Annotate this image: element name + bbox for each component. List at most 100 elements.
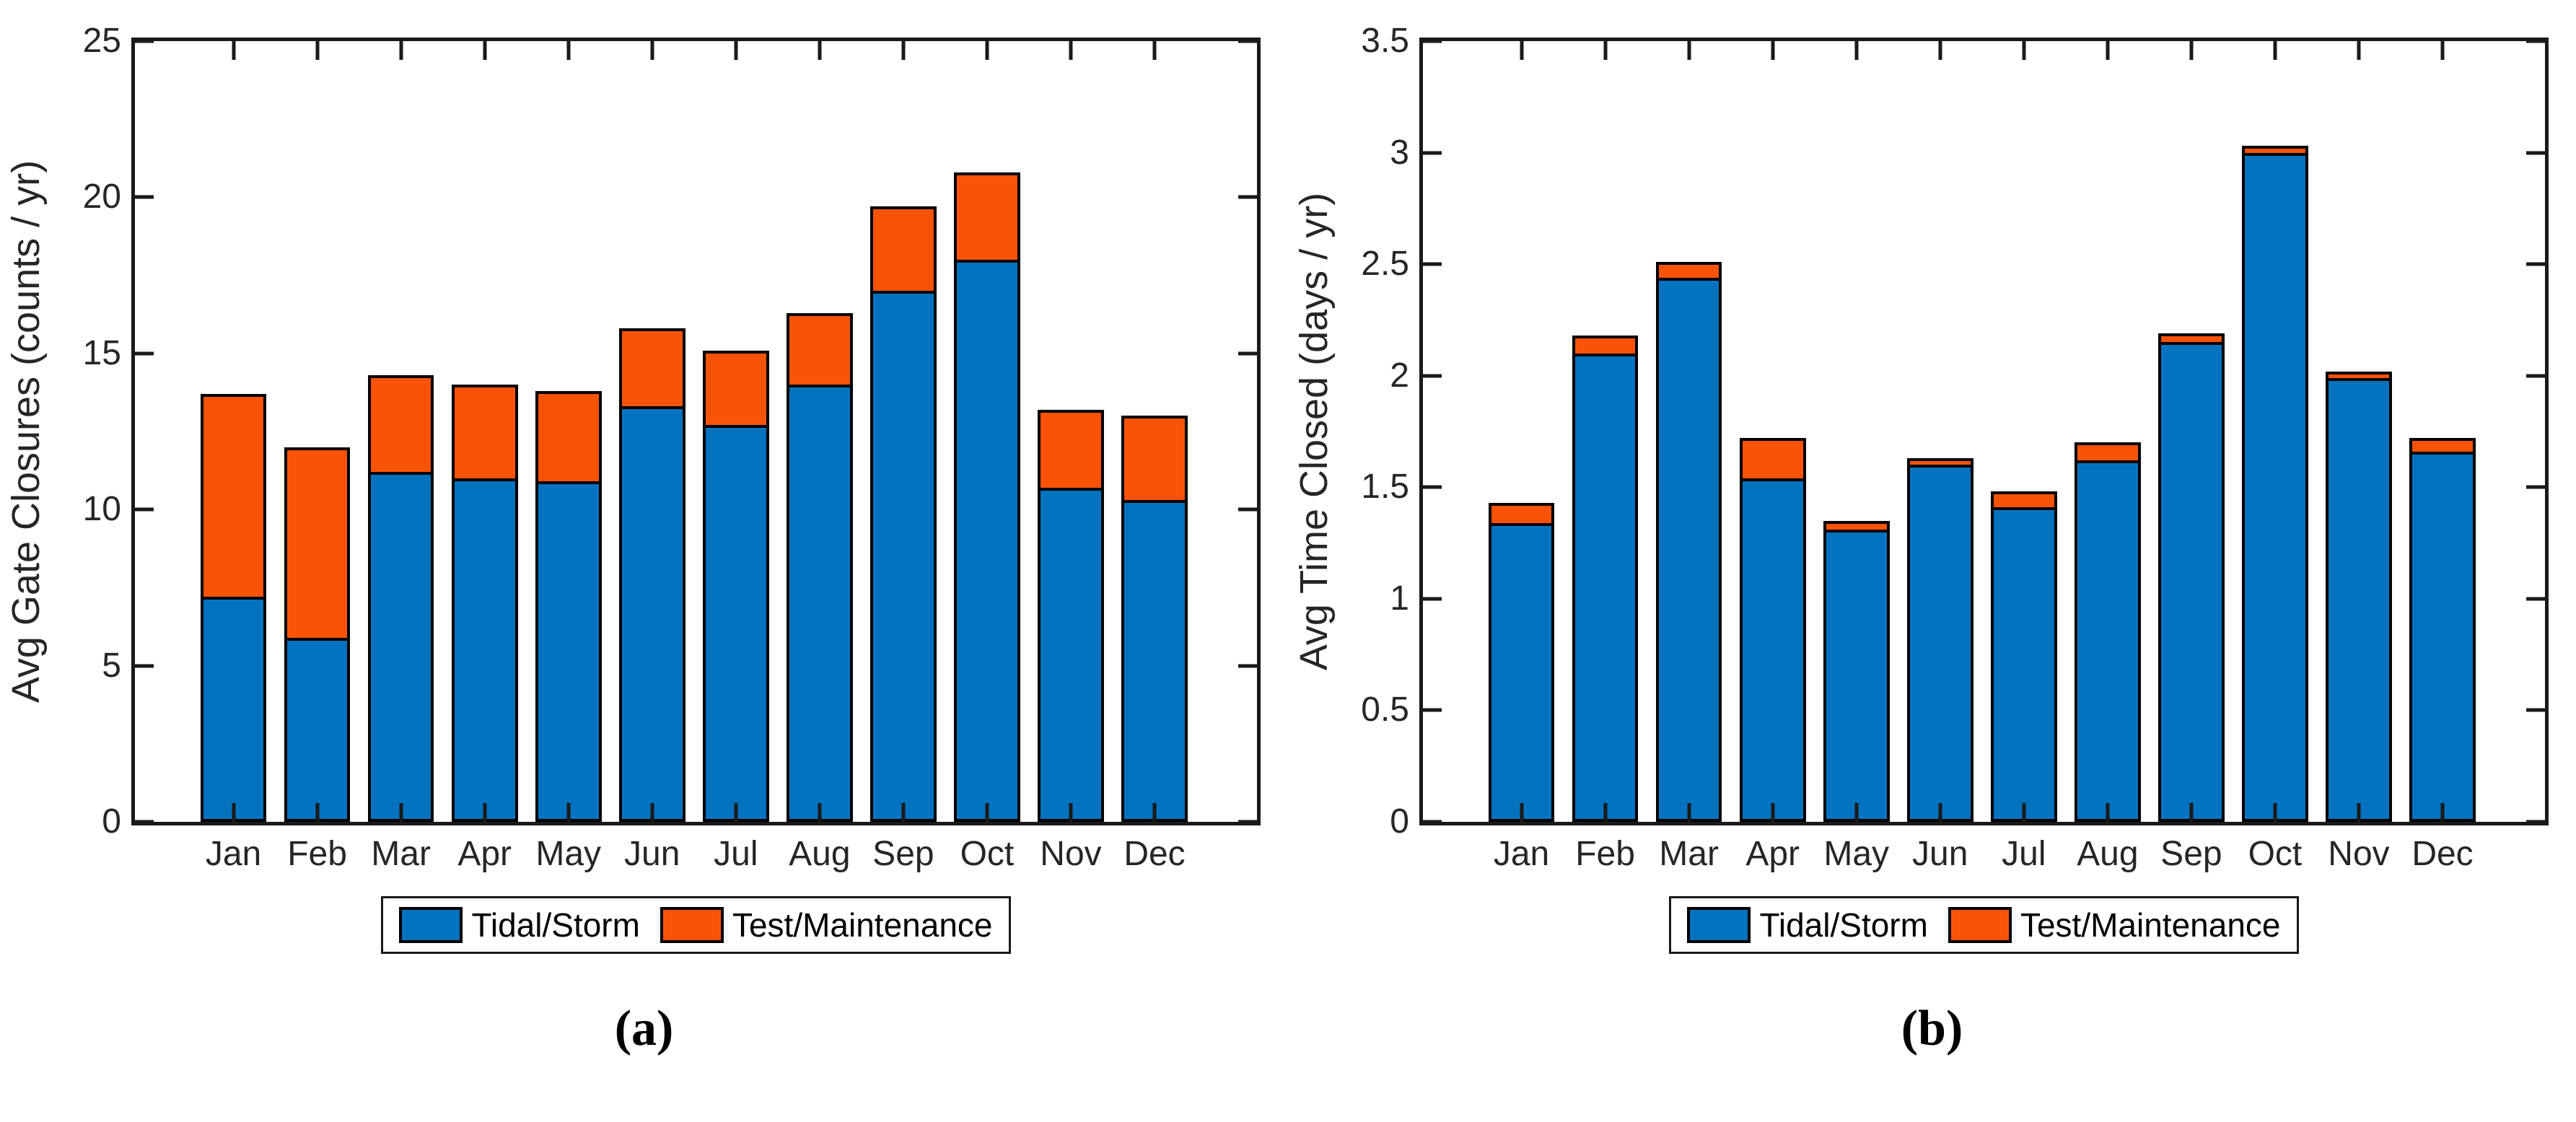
bar-segment-tidal-storm-jun bbox=[1906, 465, 1973, 822]
bar-segment-test-maintenance-dec bbox=[2409, 438, 2476, 455]
x-tick-label-feb: Feb bbox=[1575, 835, 1635, 873]
x-axis-tick bbox=[1687, 803, 1691, 822]
x-axis-tick bbox=[1603, 803, 1608, 822]
bar-segment-test-maintenance-aug bbox=[2075, 442, 2141, 464]
x-axis-tick bbox=[1771, 41, 1775, 60]
chart-area-a: Avg Gate Closures (counts / yr) 0 5 10 15 20… bbox=[0, 24, 1288, 839]
x-axis-tick bbox=[901, 803, 906, 822]
x-axis-tick bbox=[1771, 803, 1775, 822]
y-tick-label-1: 1 bbox=[1390, 579, 1409, 618]
bar-segment-tidal-storm-jan bbox=[200, 597, 267, 822]
x-axis-tick bbox=[2106, 803, 2110, 822]
x-axis-tick bbox=[1938, 41, 1942, 60]
bar-segment-tidal-storm-aug bbox=[2075, 460, 2141, 822]
bar-segment-test-maintenance-feb bbox=[284, 447, 351, 641]
x-axis-tick bbox=[650, 803, 654, 822]
x-axis-tick bbox=[818, 803, 822, 822]
bar-segment-test-maintenance-mar bbox=[367, 375, 434, 475]
x-axis-tick bbox=[2273, 803, 2277, 822]
y-tick-label-3-5: 3.5 bbox=[1361, 22, 1409, 60]
x-tick-label-mar: Mar bbox=[371, 835, 431, 873]
bar-segment-test-maintenance-sep bbox=[2158, 333, 2225, 346]
x-tick-label-mar: Mar bbox=[1659, 835, 1719, 873]
y-axis-tick bbox=[2526, 151, 2545, 155]
x-axis-tick bbox=[2022, 41, 2026, 60]
x-tick-label-oct: Oct bbox=[960, 835, 1015, 873]
y-axis-label: Avg Time Closed (days / yr) bbox=[1292, 192, 1336, 671]
y-tick-label-0: 0 bbox=[1390, 802, 1409, 841]
legend-label-tidal-storm: Tidal/Storm bbox=[471, 906, 640, 944]
y-axis-tick bbox=[135, 39, 154, 43]
x-axis-tick bbox=[1603, 41, 1608, 60]
y-axis-tick bbox=[1238, 664, 1257, 668]
legend-item-test-maintenance: Test/Maintenance bbox=[660, 907, 993, 943]
x-tick-label-nov: Nov bbox=[2328, 835, 2390, 873]
y-axis-tick bbox=[1238, 351, 1257, 356]
x-axis-tick bbox=[232, 41, 236, 60]
x-tick-label-apr: Apr bbox=[1745, 835, 1800, 873]
bar-segment-test-maintenance-jun bbox=[1906, 458, 1973, 468]
x-axis-tick bbox=[985, 41, 989, 60]
x-tick-label-jul: Jul bbox=[714, 835, 758, 873]
bar-segment-test-maintenance-nov bbox=[1038, 409, 1104, 491]
y-tick-label-10: 10 bbox=[82, 490, 121, 529]
test-maintenance-swatch-icon bbox=[660, 907, 724, 943]
x-tick-label-jun: Jun bbox=[624, 835, 680, 873]
x-tick-label-jan: Jan bbox=[205, 835, 262, 873]
y-axis-tick bbox=[1238, 39, 1257, 43]
x-tick-label-oct: Oct bbox=[2248, 835, 2303, 873]
bar-segment-tidal-storm-feb bbox=[284, 637, 351, 822]
bar-segment-test-maintenance-oct bbox=[2242, 146, 2308, 156]
x-axis-tick bbox=[2189, 803, 2194, 822]
x-axis-tick bbox=[1854, 41, 1859, 60]
x-axis-tick bbox=[2357, 41, 2361, 60]
test-maintenance-swatch-icon bbox=[1948, 907, 2012, 943]
bar-segment-tidal-storm-apr bbox=[451, 478, 518, 822]
x-axis-tick bbox=[232, 803, 236, 822]
y-tick-label-2-5: 2.5 bbox=[1361, 245, 1409, 284]
bar-segment-test-maintenance-dec bbox=[1121, 416, 1188, 504]
y-tick-label-2: 2 bbox=[1390, 356, 1409, 395]
legend-item-test-maintenance: Test/Maintenance bbox=[1948, 907, 2281, 943]
bar-segment-test-maintenance-sep bbox=[870, 206, 937, 294]
x-tick-label-sep: Sep bbox=[872, 835, 934, 873]
y-axis-tick bbox=[1423, 708, 1442, 712]
y-axis-tick bbox=[1423, 597, 1442, 601]
y-tick-label-0: 0 bbox=[102, 802, 121, 841]
x-tick-label-sep: Sep bbox=[2160, 835, 2222, 873]
bar-segment-test-maintenance-apr bbox=[451, 385, 518, 481]
bar-segment-test-maintenance-jan bbox=[1488, 502, 1555, 526]
y-axis-tick bbox=[135, 664, 154, 668]
legend-item-tidal-storm: Tidal/Storm bbox=[1687, 907, 1928, 943]
legend-label-test-maintenance: Test/Maintenance bbox=[2020, 906, 2281, 944]
x-tick-label-nov: Nov bbox=[1040, 835, 1102, 873]
y-axis-tick bbox=[1423, 820, 1442, 824]
x-axis-tick bbox=[566, 803, 571, 822]
x-axis-tick bbox=[1687, 41, 1691, 60]
y-axis-tick bbox=[2526, 708, 2545, 712]
y-axis-label: Avg Gate Closures (counts / yr) bbox=[4, 159, 48, 704]
x-axis-tick bbox=[1520, 41, 1524, 60]
bar-segment-tidal-storm-may bbox=[535, 481, 602, 822]
legend-box: Tidal/Storm Test/Maintenance bbox=[381, 896, 1011, 954]
x-axis-tick bbox=[315, 803, 320, 822]
y-axis-tick bbox=[1423, 39, 1442, 43]
bar-segment-test-maintenance-may bbox=[1823, 520, 1890, 533]
bar-segment-tidal-storm-sep bbox=[870, 291, 937, 822]
x-tick-label-jun: Jun bbox=[1912, 835, 1968, 873]
bar-segment-test-maintenance-feb bbox=[1572, 336, 1639, 356]
x-axis-tick bbox=[734, 41, 738, 60]
x-axis-tick bbox=[734, 803, 738, 822]
x-tick-label-apr: Apr bbox=[457, 835, 512, 873]
panel-a: Avg Gate Closures (counts / yr) 0 5 10 15 20… bbox=[0, 24, 1288, 1122]
bar-segment-tidal-storm-jul bbox=[1990, 507, 2057, 822]
x-axis-tick bbox=[315, 41, 320, 60]
bar-segment-test-maintenance-aug bbox=[787, 312, 853, 388]
legend-item-tidal-storm: Tidal/Storm bbox=[399, 906, 640, 944]
x-axis-tick bbox=[985, 803, 989, 822]
x-axis-tick bbox=[2440, 803, 2445, 822]
y-axis-tick bbox=[135, 820, 154, 824]
x-axis-tick bbox=[2106, 41, 2110, 60]
plot-area bbox=[131, 38, 1261, 825]
x-axis-tick bbox=[2022, 803, 2026, 822]
